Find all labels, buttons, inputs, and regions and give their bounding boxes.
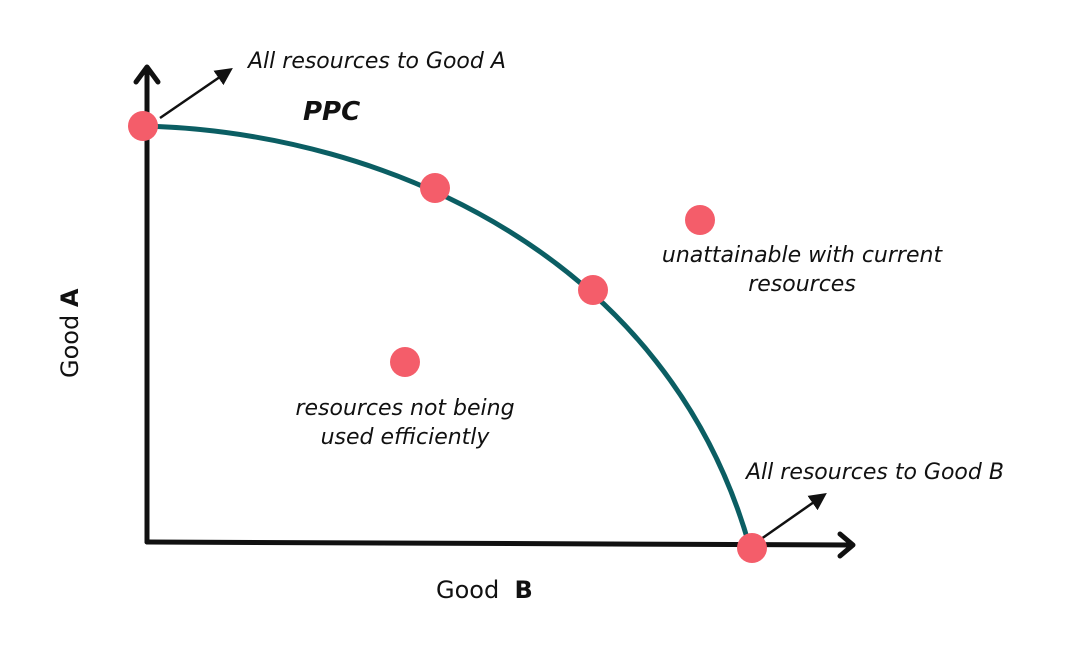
y-axis-label-letter: A	[56, 288, 84, 308]
annotation-inefficient-line-1: resources not being	[295, 396, 515, 421]
annotation-unattainable-line-2: resources	[748, 271, 856, 297]
annotation-unattainable: unattainable with current resources	[652, 242, 952, 299]
point-all-good-b	[737, 533, 767, 563]
annotation-unattainable-line-1: unattainable with current	[661, 243, 943, 268]
annotation-inefficient: resources not being used efficiently	[275, 395, 535, 452]
y-axis-arrowhead	[133, 64, 161, 85]
annotation-inefficient-line-2: used efficiently	[320, 424, 490, 450]
x-axis-label-letter: B	[514, 576, 533, 604]
x-axis-arrowhead	[837, 531, 856, 559]
point-on-curve-1	[420, 173, 450, 203]
point-inefficient	[390, 347, 420, 377]
x-axis-label: Good B	[436, 575, 533, 606]
point-on-curve-2	[578, 275, 608, 305]
ppc-curve	[140, 123, 753, 551]
annotation-all-to-good-b: All resources to Good B	[746, 460, 1004, 485]
arrow-all-to-a	[159, 68, 233, 120]
annotation-all-to-good-a: All resources to Good A	[248, 49, 506, 74]
arrow-all-to-b	[753, 492, 827, 546]
point-unattainable	[685, 205, 715, 235]
x-axis-line	[144, 539, 855, 548]
ppc-curve-label: PPC	[303, 97, 361, 127]
y-axis-label-prefix: Good	[56, 314, 84, 378]
y-axis-label: Good A	[55, 289, 86, 378]
point-all-good-a	[128, 111, 158, 141]
x-axis-label-prefix: Good	[436, 576, 500, 604]
